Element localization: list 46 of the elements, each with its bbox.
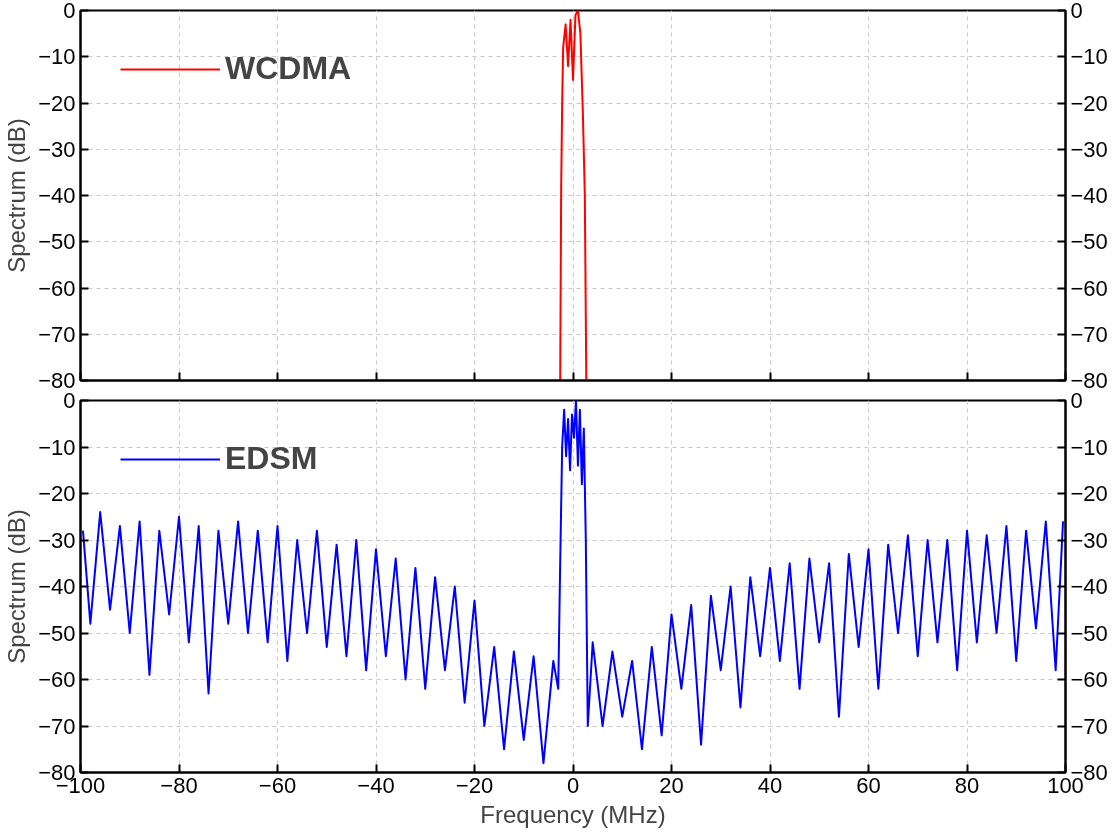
y-tick-label: −10: [38, 434, 76, 460]
y-axis-title: Spectrum (dB): [3, 118, 31, 273]
y2-tick-label: −60: [1070, 667, 1108, 692]
y2-tick-label: −50: [1070, 229, 1108, 255]
y2-tick-label: −40: [1070, 574, 1108, 599]
y-tick-label: −10: [38, 44, 76, 70]
y-tick-label: −30: [38, 527, 76, 553]
y2-tick-label: 0: [1070, 0, 1083, 23]
y-axis-title: Spectrum (dB): [3, 509, 31, 664]
x-tick-label: 0: [566, 772, 580, 798]
y2-tick-label: −10: [1070, 44, 1108, 70]
y2-tick-label: −60: [1070, 275, 1108, 301]
y-tick-label: −40: [38, 574, 76, 599]
y-tick-label: −30: [38, 136, 76, 162]
y-tick-label: 0: [63, 0, 76, 23]
x-tick-label: 80: [954, 772, 980, 798]
y-tick-label: −70: [38, 321, 76, 347]
x-tick-label: −60: [258, 772, 297, 798]
y-tick-label: −50: [38, 620, 76, 646]
x-tick-label: −20: [455, 772, 494, 798]
legend-label: EDSM: [225, 440, 318, 477]
y-tick-label: −20: [38, 90, 76, 116]
y-tick-label: −50: [38, 229, 76, 255]
x-axis-title: Frequency (MHz): [480, 800, 666, 828]
x-tick-label: −80: [160, 772, 198, 798]
line-series: [559, 10, 588, 381]
y2-tick-label: −20: [1070, 481, 1108, 506]
y2-tick-label: −70: [1070, 321, 1108, 347]
y2-tick-label: −10: [1070, 434, 1108, 460]
y2-tick-label: −30: [1070, 136, 1108, 162]
y-tick-label: −60: [38, 667, 76, 692]
y2-tick-label: −70: [1070, 713, 1108, 739]
y-tick-label: −60: [38, 275, 76, 301]
y2-tick-label: −50: [1070, 620, 1108, 646]
y2-tick-label: −30: [1070, 527, 1108, 553]
y2-tick-label: −40: [1070, 183, 1108, 208]
legend-label: WCDMA: [225, 50, 352, 87]
x-tick-label: 20: [659, 772, 684, 798]
y-tick-label: −20: [38, 481, 76, 506]
y-tick-label: −70: [38, 713, 76, 739]
y2-tick-label: −20: [1070, 90, 1108, 116]
x-tick-label: −40: [357, 772, 395, 798]
line-series: [81, 400, 1065, 765]
x-tick-label: 40: [757, 772, 783, 798]
x-tick-label: 60: [856, 772, 881, 798]
y-tick-label: −40: [38, 183, 76, 208]
